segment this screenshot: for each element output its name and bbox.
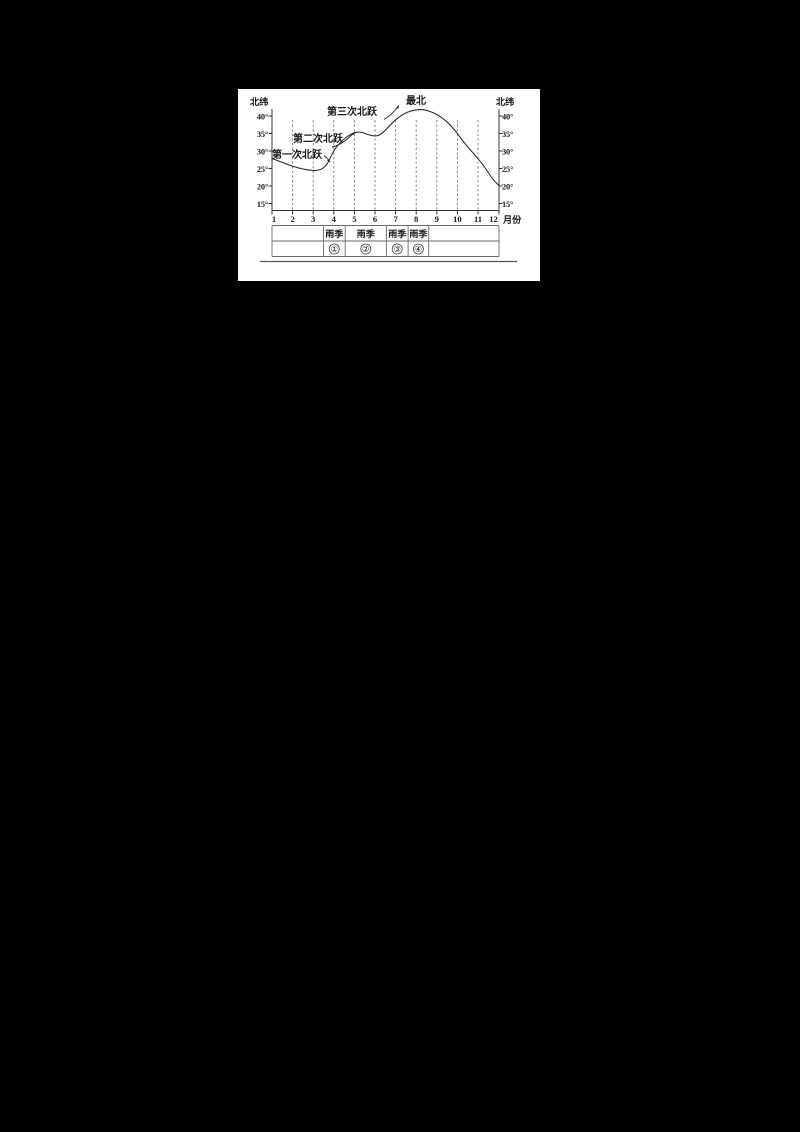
latitude-curve — [271, 109, 500, 187]
circle-ring-1 — [328, 243, 340, 255]
right-tick-25: 25° — [502, 165, 513, 174]
right-tick-15: 15° — [502, 200, 513, 209]
table-row1-cell-5: 雨季 — [409, 228, 428, 239]
month-label-8: 8 — [414, 214, 419, 224]
right-axis-title: 北纬 — [496, 96, 514, 107]
month-label-4: 4 — [332, 214, 337, 224]
month-label-11: 11 — [474, 214, 482, 224]
left-tick-20: 20° — [257, 183, 268, 192]
circle-ring-4 — [412, 243, 424, 255]
month-label-3: 3 — [311, 214, 315, 224]
annotation-second-jump: 第二次北跃 — [293, 132, 344, 145]
month-label-9: 9 — [435, 214, 439, 224]
arrowhead-second-jump — [351, 131, 356, 136]
annotation-first-jump: 第一次北跃 — [272, 148, 323, 161]
left-tick-35: 35° — [257, 130, 268, 139]
table-row2-cell-4: ③ — [393, 244, 401, 254]
right-tick-30: 30° — [502, 148, 513, 157]
right-tick-20: 20° — [502, 183, 513, 192]
x-axis-title: 月份 — [502, 214, 522, 225]
left-tick-15: 15° — [257, 200, 268, 209]
circle-ring-3 — [391, 243, 403, 255]
month-label-1: 1 — [272, 214, 276, 224]
right-tick-40: 40° — [502, 113, 513, 122]
month-label-5: 5 — [352, 214, 356, 224]
right-tick-35: 35° — [502, 130, 513, 139]
month-label-6: 6 — [373, 214, 378, 224]
month-label-2: 2 — [290, 214, 294, 224]
table-row1-cell-4: 雨季 — [388, 228, 407, 239]
left-tick-40: 40° — [257, 113, 268, 122]
left-tick-25: 25° — [257, 165, 268, 174]
figure-card: 北纬 北纬 40° 35° 30° 25° 20° 15° 40° 35° 30… — [238, 89, 540, 281]
table-row1-cell-2: 雨季 — [325, 228, 344, 239]
latitude-jump-chart: 北纬 北纬 40° 35° 30° 25° 20° 15° 40° 35° 30… — [250, 94, 522, 263]
leader-third-jump — [383, 105, 399, 120]
month-label-10: 10 — [453, 214, 462, 224]
arrowhead-first-jump — [327, 159, 331, 163]
left-axis-title: 北纬 — [250, 96, 268, 107]
month-label-7: 7 — [393, 214, 398, 224]
table-row1-cell-3: 雨季 — [357, 228, 376, 239]
table-row2-cell-5: ④ — [415, 244, 423, 254]
arrowhead-third-jump — [396, 104, 400, 109]
annotation-third-jump: 第三次北跃 — [327, 105, 378, 118]
circle-ring-2 — [360, 243, 372, 255]
left-tick-30: 30° — [257, 148, 268, 157]
table-row2-cell-2: ① — [330, 244, 338, 254]
month-label-12: 12 — [489, 214, 498, 224]
annotation-northernmost: 最北 — [406, 94, 426, 107]
table-row2-cell-3: ② — [362, 244, 370, 254]
